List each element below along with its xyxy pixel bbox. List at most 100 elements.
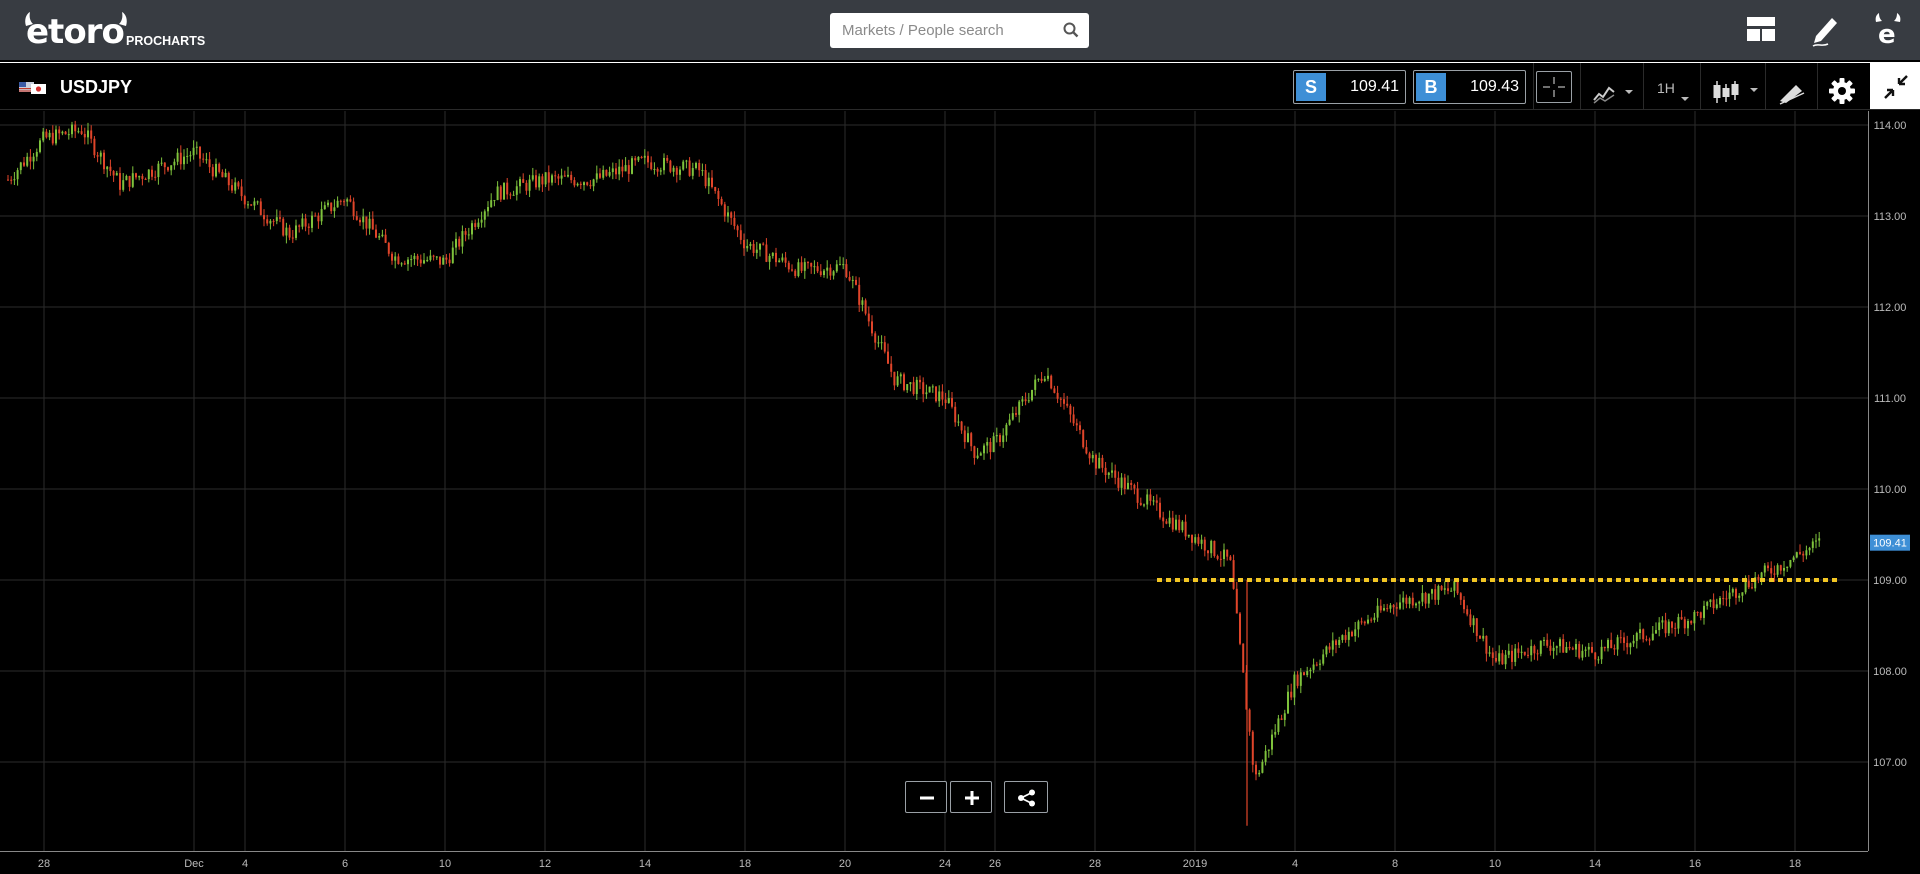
candle-body — [1501, 653, 1504, 665]
candle-body — [1434, 589, 1437, 600]
candle-body — [1728, 592, 1731, 599]
candle-body — [29, 156, 32, 162]
candle-body — [656, 168, 659, 172]
candle-body — [1395, 607, 1398, 609]
search-input[interactable] — [830, 13, 1062, 48]
sell-button[interactable]: S 109.41 — [1293, 70, 1406, 104]
candle-body — [1271, 734, 1273, 750]
candle-body — [1293, 674, 1296, 698]
x-axis-tick-label: 14 — [639, 858, 651, 870]
candle-body — [762, 243, 765, 245]
candle-body — [378, 236, 381, 238]
candle-body — [496, 186, 499, 201]
instrument-symbol[interactable]: USDJPY — [60, 77, 133, 97]
candle-body — [1795, 552, 1798, 558]
candle-body — [1642, 629, 1645, 640]
candle-body — [928, 386, 931, 393]
candle-body — [80, 131, 83, 134]
pencil-icon[interactable] — [1810, 12, 1840, 48]
candle-body — [205, 159, 208, 161]
usd-jpy-flag-icon — [19, 82, 46, 94]
candle-body — [531, 175, 534, 180]
zoom-in-button[interactable] — [950, 781, 992, 813]
candle-body — [1559, 639, 1561, 647]
settings-icon[interactable] — [1829, 74, 1855, 108]
candle-body — [1072, 414, 1075, 424]
crosshair-button[interactable] — [1536, 71, 1572, 103]
candle-body — [579, 183, 582, 186]
candlestick-icon[interactable] — [1712, 75, 1760, 109]
candle-body — [1757, 577, 1760, 580]
buy-button[interactable]: B 109.43 — [1413, 70, 1526, 104]
candle-body — [880, 342, 883, 344]
candle-body — [1405, 597, 1408, 604]
candle-body — [1619, 637, 1622, 639]
candle-body — [1539, 640, 1542, 654]
candle-body — [1603, 646, 1606, 649]
x-axis-tick-label: 14 — [1589, 858, 1601, 870]
price-chart-area[interactable]: 114.00 113.00 112.00 111.00 110.00 109.00 108.… — [0, 111, 1920, 874]
candle-body — [455, 238, 457, 248]
share-button[interactable] — [1004, 781, 1048, 813]
candle-body — [1808, 547, 1811, 551]
candle-body — [1779, 565, 1782, 571]
crosshair-icon — [1543, 77, 1565, 97]
candle-body — [1507, 650, 1510, 655]
candle-body — [746, 245, 749, 249]
candle-body — [867, 313, 870, 322]
candle-body — [1082, 430, 1085, 448]
candle-body — [666, 157, 669, 161]
candle-body — [1763, 565, 1766, 573]
candle-body — [503, 182, 505, 200]
candle-body — [1543, 639, 1545, 641]
candle-body — [1699, 612, 1702, 618]
etoro-e-icon[interactable]: e — [1872, 12, 1904, 48]
logo-procharts: PROCHARTS — [126, 34, 206, 48]
candle-body — [327, 202, 329, 206]
candlestick-chart[interactable]: 114.00 113.00 112.00 111.00 110.00 109.00 108.… — [0, 111, 1920, 874]
candle-body — [167, 167, 169, 171]
x-axis-tick-label: 12 — [539, 858, 551, 870]
candle-body — [1322, 654, 1325, 664]
candle-body — [189, 155, 192, 157]
zoom-out-button[interactable] — [905, 781, 947, 813]
candle-body — [931, 386, 934, 388]
candle-body — [877, 342, 880, 344]
candle-body — [96, 155, 99, 157]
candle-body — [115, 173, 118, 176]
search-icon[interactable] — [1063, 22, 1079, 38]
drawing-tools-icon[interactable] — [1778, 76, 1806, 110]
candle-body — [1159, 502, 1161, 518]
candle-body — [1181, 521, 1184, 531]
candle-body — [1050, 375, 1053, 389]
candle-body — [461, 231, 464, 247]
candle-body — [51, 132, 54, 144]
candle-body — [637, 156, 640, 161]
candle-body — [237, 182, 240, 187]
candle-body — [1731, 589, 1734, 593]
collapse-button[interactable] — [1870, 63, 1920, 110]
candle-body — [211, 167, 214, 177]
timeframe-selector[interactable]: 1H — [1657, 80, 1675, 96]
candle-body — [1213, 540, 1216, 557]
chevron-down-icon[interactable] — [1680, 83, 1690, 117]
candle-body — [243, 196, 246, 205]
search-box[interactable] — [830, 13, 1089, 48]
x-axis-tick-label: 8 — [1392, 858, 1398, 870]
candle-body — [535, 175, 537, 188]
candle-body — [634, 158, 637, 161]
layout-icon[interactable] — [1747, 17, 1775, 41]
candle-body — [1037, 378, 1040, 380]
candle-body — [1546, 639, 1549, 646]
indicators-icon[interactable] — [1592, 77, 1636, 111]
candle-body — [1482, 635, 1485, 639]
candle-body — [922, 382, 925, 395]
candle-body — [477, 222, 480, 227]
candle-body — [759, 243, 761, 250]
candle-body — [554, 175, 557, 177]
candle-body — [445, 257, 448, 260]
candle-body — [570, 174, 573, 181]
candle-body — [288, 227, 291, 238]
candle-body — [611, 168, 614, 173]
candle-body — [605, 169, 608, 176]
